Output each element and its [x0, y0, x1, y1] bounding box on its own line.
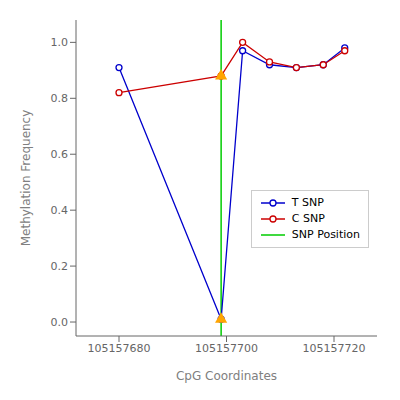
svg-text:Methylation Frequency: Methylation Frequency	[19, 110, 33, 247]
svg-text:0.4: 0.4	[51, 204, 69, 217]
svg-text:105157720: 105157720	[303, 342, 366, 355]
html-text:C SNP: C SNP	[291, 212, 325, 225]
svg-text:0.6: 0.6	[51, 148, 69, 161]
svg-text:0.8: 0.8	[51, 92, 69, 105]
html-text:T SNP: T SNP	[291, 196, 324, 209]
svg-text:CpG Coordinates: CpG Coordinates	[176, 369, 277, 383]
svg-text:1.0: 1.0	[51, 36, 69, 49]
html-text:SNP Position: SNP Position	[291, 228, 360, 241]
svg-text:105157700: 105157700	[195, 342, 258, 355]
svg-text:0.2: 0.2	[51, 260, 69, 273]
svg-text:105157680: 105157680	[88, 342, 151, 355]
svg-text:0.0: 0.0	[51, 316, 69, 329]
